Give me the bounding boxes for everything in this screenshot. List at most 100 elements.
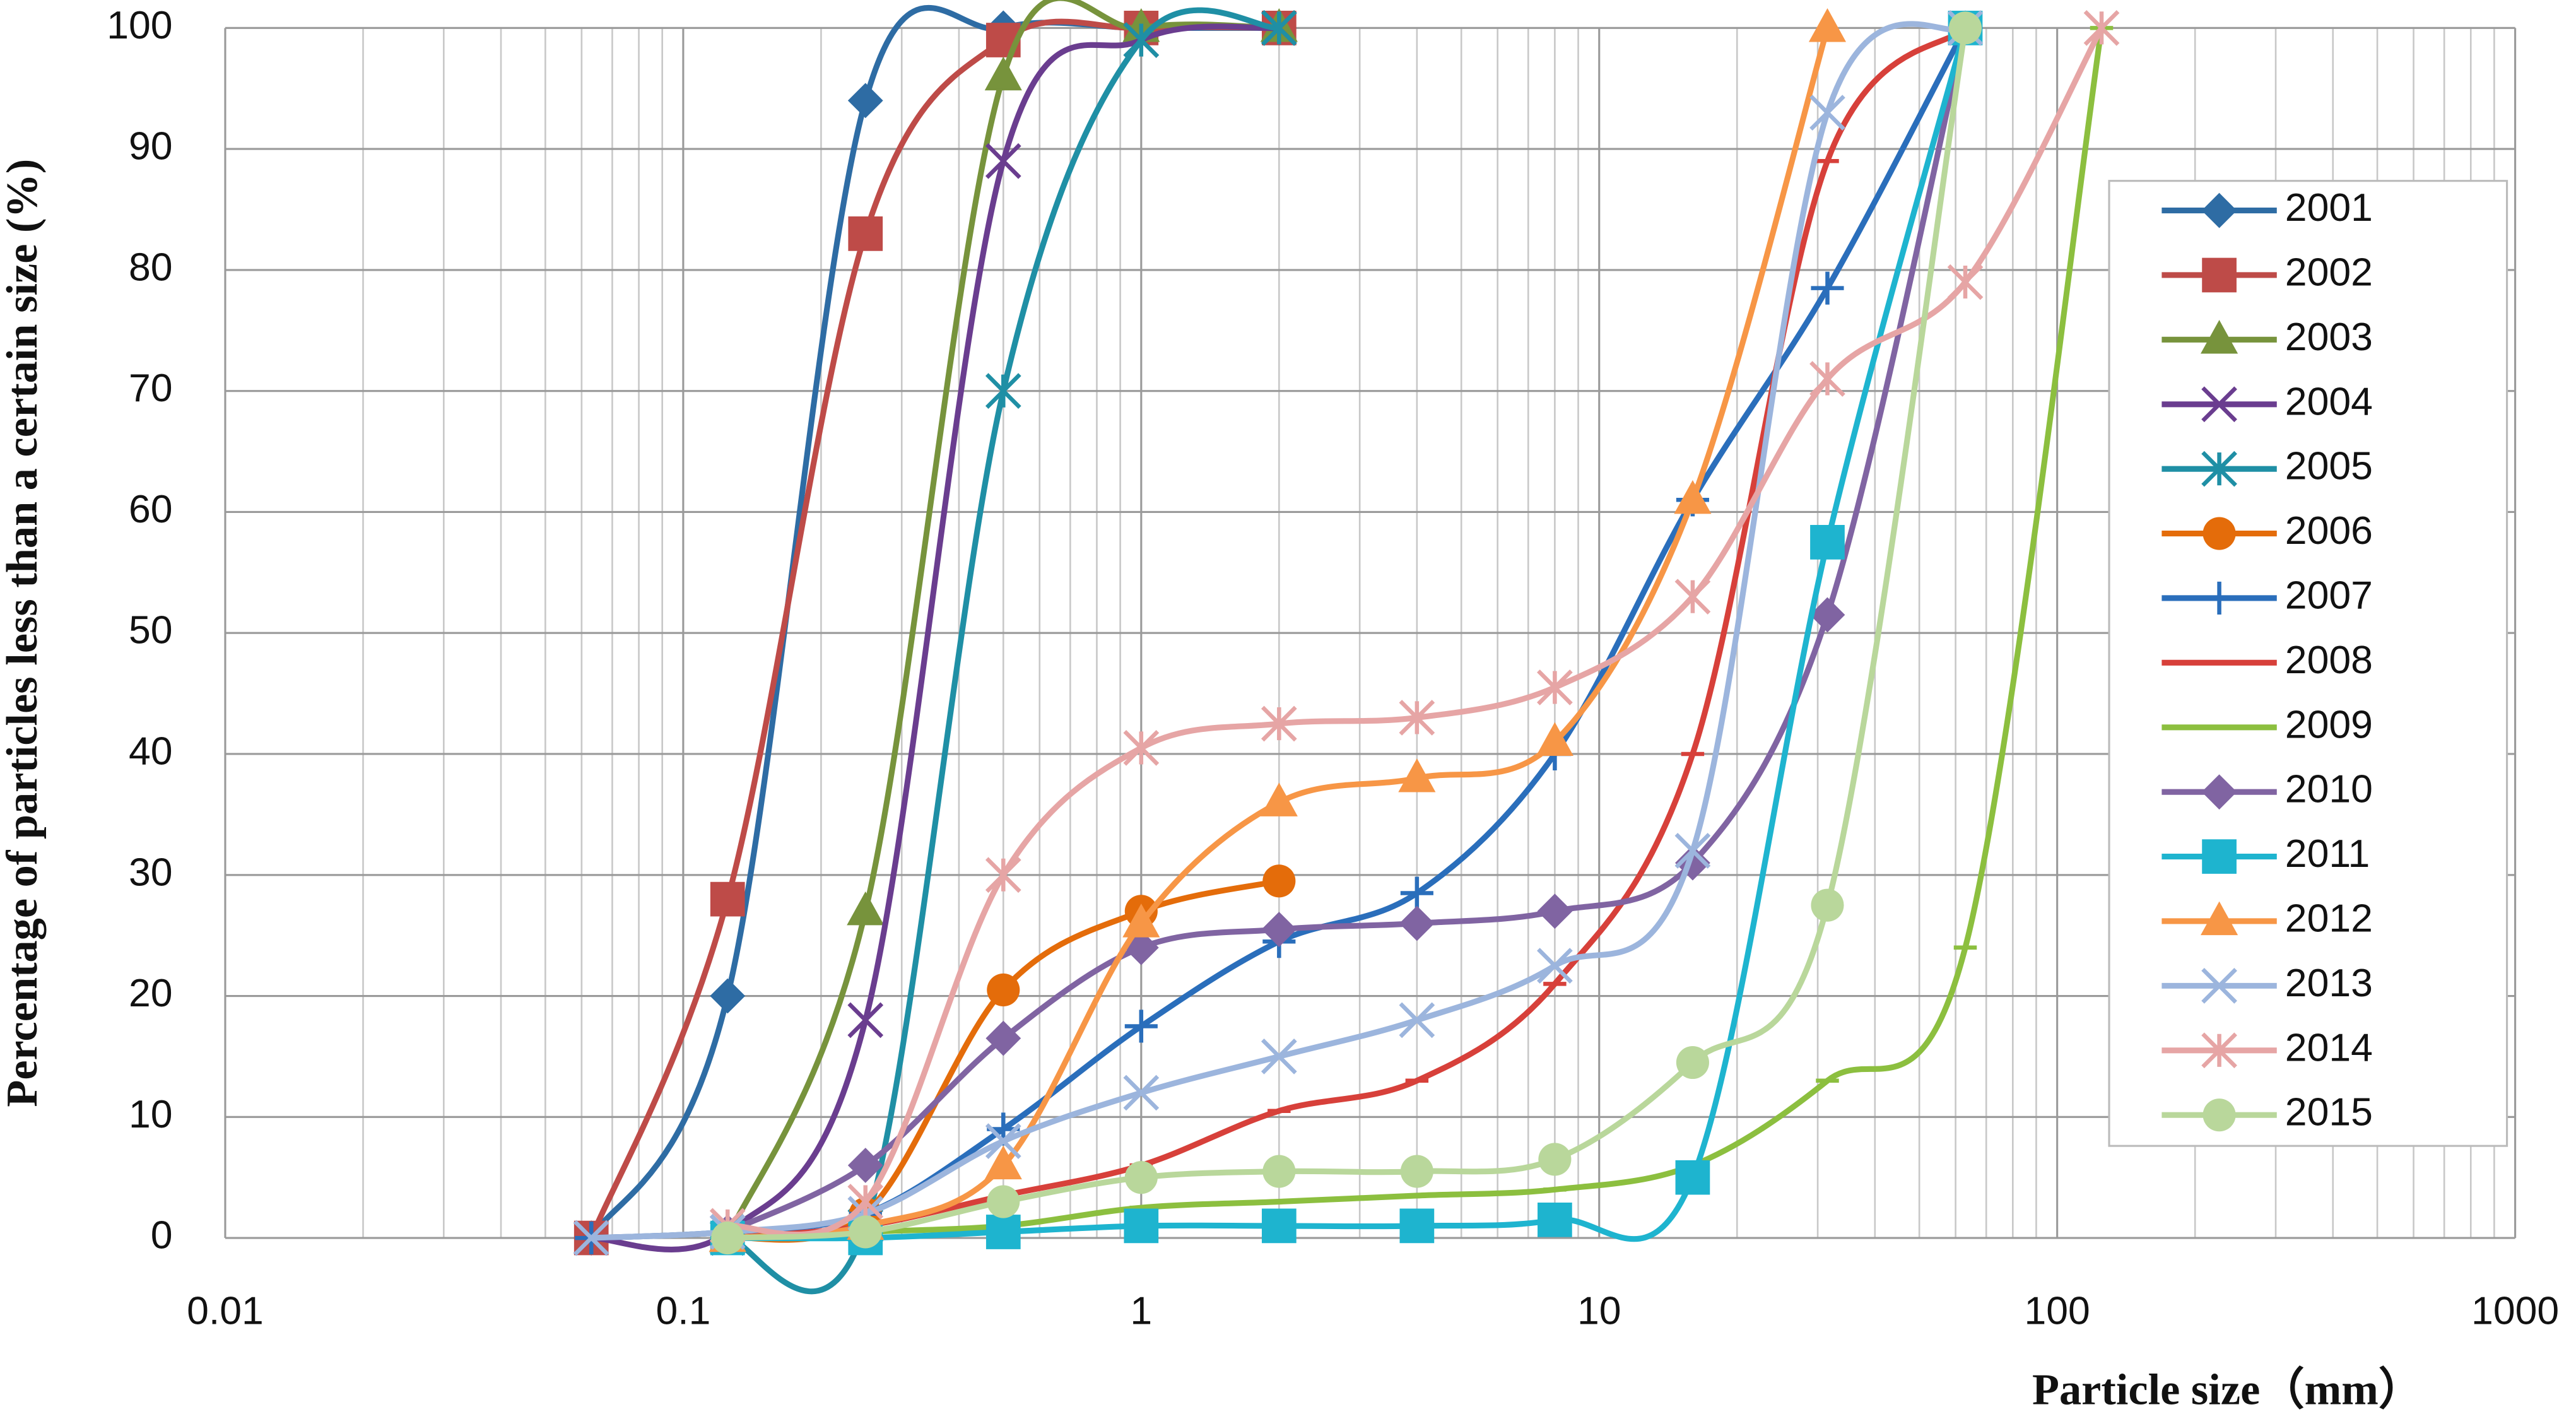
legend-label: 2011 (2285, 832, 2370, 876)
marker (985, 1020, 1021, 1056)
legend-label: 2004 (2285, 379, 2373, 423)
marker (849, 1215, 882, 1249)
marker (1674, 480, 1712, 514)
marker (711, 1222, 744, 1255)
marker (987, 973, 1020, 1006)
x-tick-label: 10 (1577, 1288, 1621, 1333)
legend-label: 2002 (2285, 250, 2373, 294)
legend-label: 2009 (2285, 702, 2373, 746)
marker (1399, 700, 1435, 736)
marker (2201, 320, 2238, 354)
marker (1124, 1010, 1158, 1043)
marker (985, 373, 1021, 409)
marker (985, 1215, 1021, 1249)
y-tick-label: 50 (129, 608, 173, 652)
marker (2203, 1098, 2236, 1132)
x-tick-label: 1000 (2471, 1288, 2559, 1333)
marker (1261, 9, 1297, 46)
y-tick-label: 90 (129, 124, 173, 168)
marker (1260, 782, 1298, 816)
marker (1261, 705, 1297, 742)
marker (1399, 1208, 1435, 1244)
marker (2201, 192, 2237, 228)
marker (1809, 597, 1845, 633)
marker (1810, 525, 1845, 560)
series-line (727, 25, 1968, 1241)
marker (847, 891, 885, 926)
legend-label: 2006 (2285, 509, 2373, 553)
marker (1537, 893, 1573, 929)
marker (847, 83, 883, 119)
marker (2201, 1032, 2237, 1069)
marker (984, 56, 1022, 91)
marker (1809, 95, 1845, 131)
marker (1400, 1155, 1433, 1188)
y-tick-label: 10 (129, 1092, 173, 1136)
marker (1399, 1002, 1435, 1039)
marker (1811, 888, 1844, 922)
marker (847, 1148, 883, 1183)
series-line (727, 27, 1968, 1241)
marker (1538, 1202, 1572, 1237)
marker (1809, 361, 1845, 397)
legend-label: 2015 (2285, 1090, 2373, 1134)
marker (710, 978, 746, 1014)
marker (1674, 579, 1711, 615)
legend-label: 2014 (2285, 1025, 2373, 1069)
marker (1947, 264, 1984, 300)
y-tick-label: 30 (129, 850, 173, 894)
marker (573, 1220, 609, 1256)
marker (2201, 901, 2238, 936)
marker (1398, 758, 1436, 792)
marker (2201, 774, 2237, 810)
marker (2203, 517, 2236, 550)
x-tick-label: 0.1 (656, 1288, 710, 1333)
legend-label: 2008 (2285, 638, 2373, 682)
marker (2201, 968, 2237, 1004)
legend-label: 2013 (2285, 961, 2373, 1005)
marker (1538, 1143, 1572, 1176)
x-tick-label: 1 (1130, 1288, 1152, 1333)
marker (1808, 8, 1847, 42)
marker (2083, 9, 2120, 46)
legend-label: 2005 (2285, 444, 2373, 488)
marker (1123, 22, 1160, 58)
marker (2201, 386, 2237, 423)
y-tick-label: 20 (129, 971, 173, 1015)
x-axis-title: Particle size（mm） (2032, 1365, 2423, 1415)
marker (985, 1123, 1021, 1160)
x-tick-label: 100 (2025, 1288, 2090, 1333)
marker (1676, 1045, 1709, 1080)
marker (1537, 669, 1573, 705)
legend-label: 2012 (2285, 896, 2373, 940)
marker (1675, 1160, 1710, 1195)
marker (1261, 1208, 1297, 1244)
marker (847, 1002, 884, 1039)
y-axis-title: Percentage of particles less than a cert… (0, 159, 47, 1107)
marker (1262, 1155, 1296, 1188)
marker (987, 1185, 1020, 1218)
y-tick-label: 100 (107, 3, 172, 47)
marker (2202, 839, 2237, 874)
legend-label: 2003 (2285, 315, 2373, 359)
marker (985, 143, 1021, 179)
plot (573, 0, 2120, 1295)
y-tick-label: 80 (129, 245, 173, 289)
y-tick-label: 70 (129, 366, 173, 410)
marker (2201, 450, 2237, 487)
marker (710, 881, 745, 917)
marker (1400, 876, 1433, 910)
marker (1536, 722, 1573, 756)
series-line (727, 26, 2105, 1238)
marker (2203, 581, 2236, 615)
y-tick-label: 60 (129, 487, 173, 531)
legend-label: 2007 (2285, 573, 2373, 617)
marker (1123, 1075, 1160, 1111)
marker (1399, 905, 1435, 941)
marker (984, 1145, 1022, 1180)
legend-label: 2010 (2285, 767, 2373, 811)
marker (1124, 1208, 1159, 1244)
marker (1122, 904, 1160, 938)
legend: 2001 2002 2003 2004 2005 2006 2007 2008 2009 2010… (2161, 185, 2373, 1134)
